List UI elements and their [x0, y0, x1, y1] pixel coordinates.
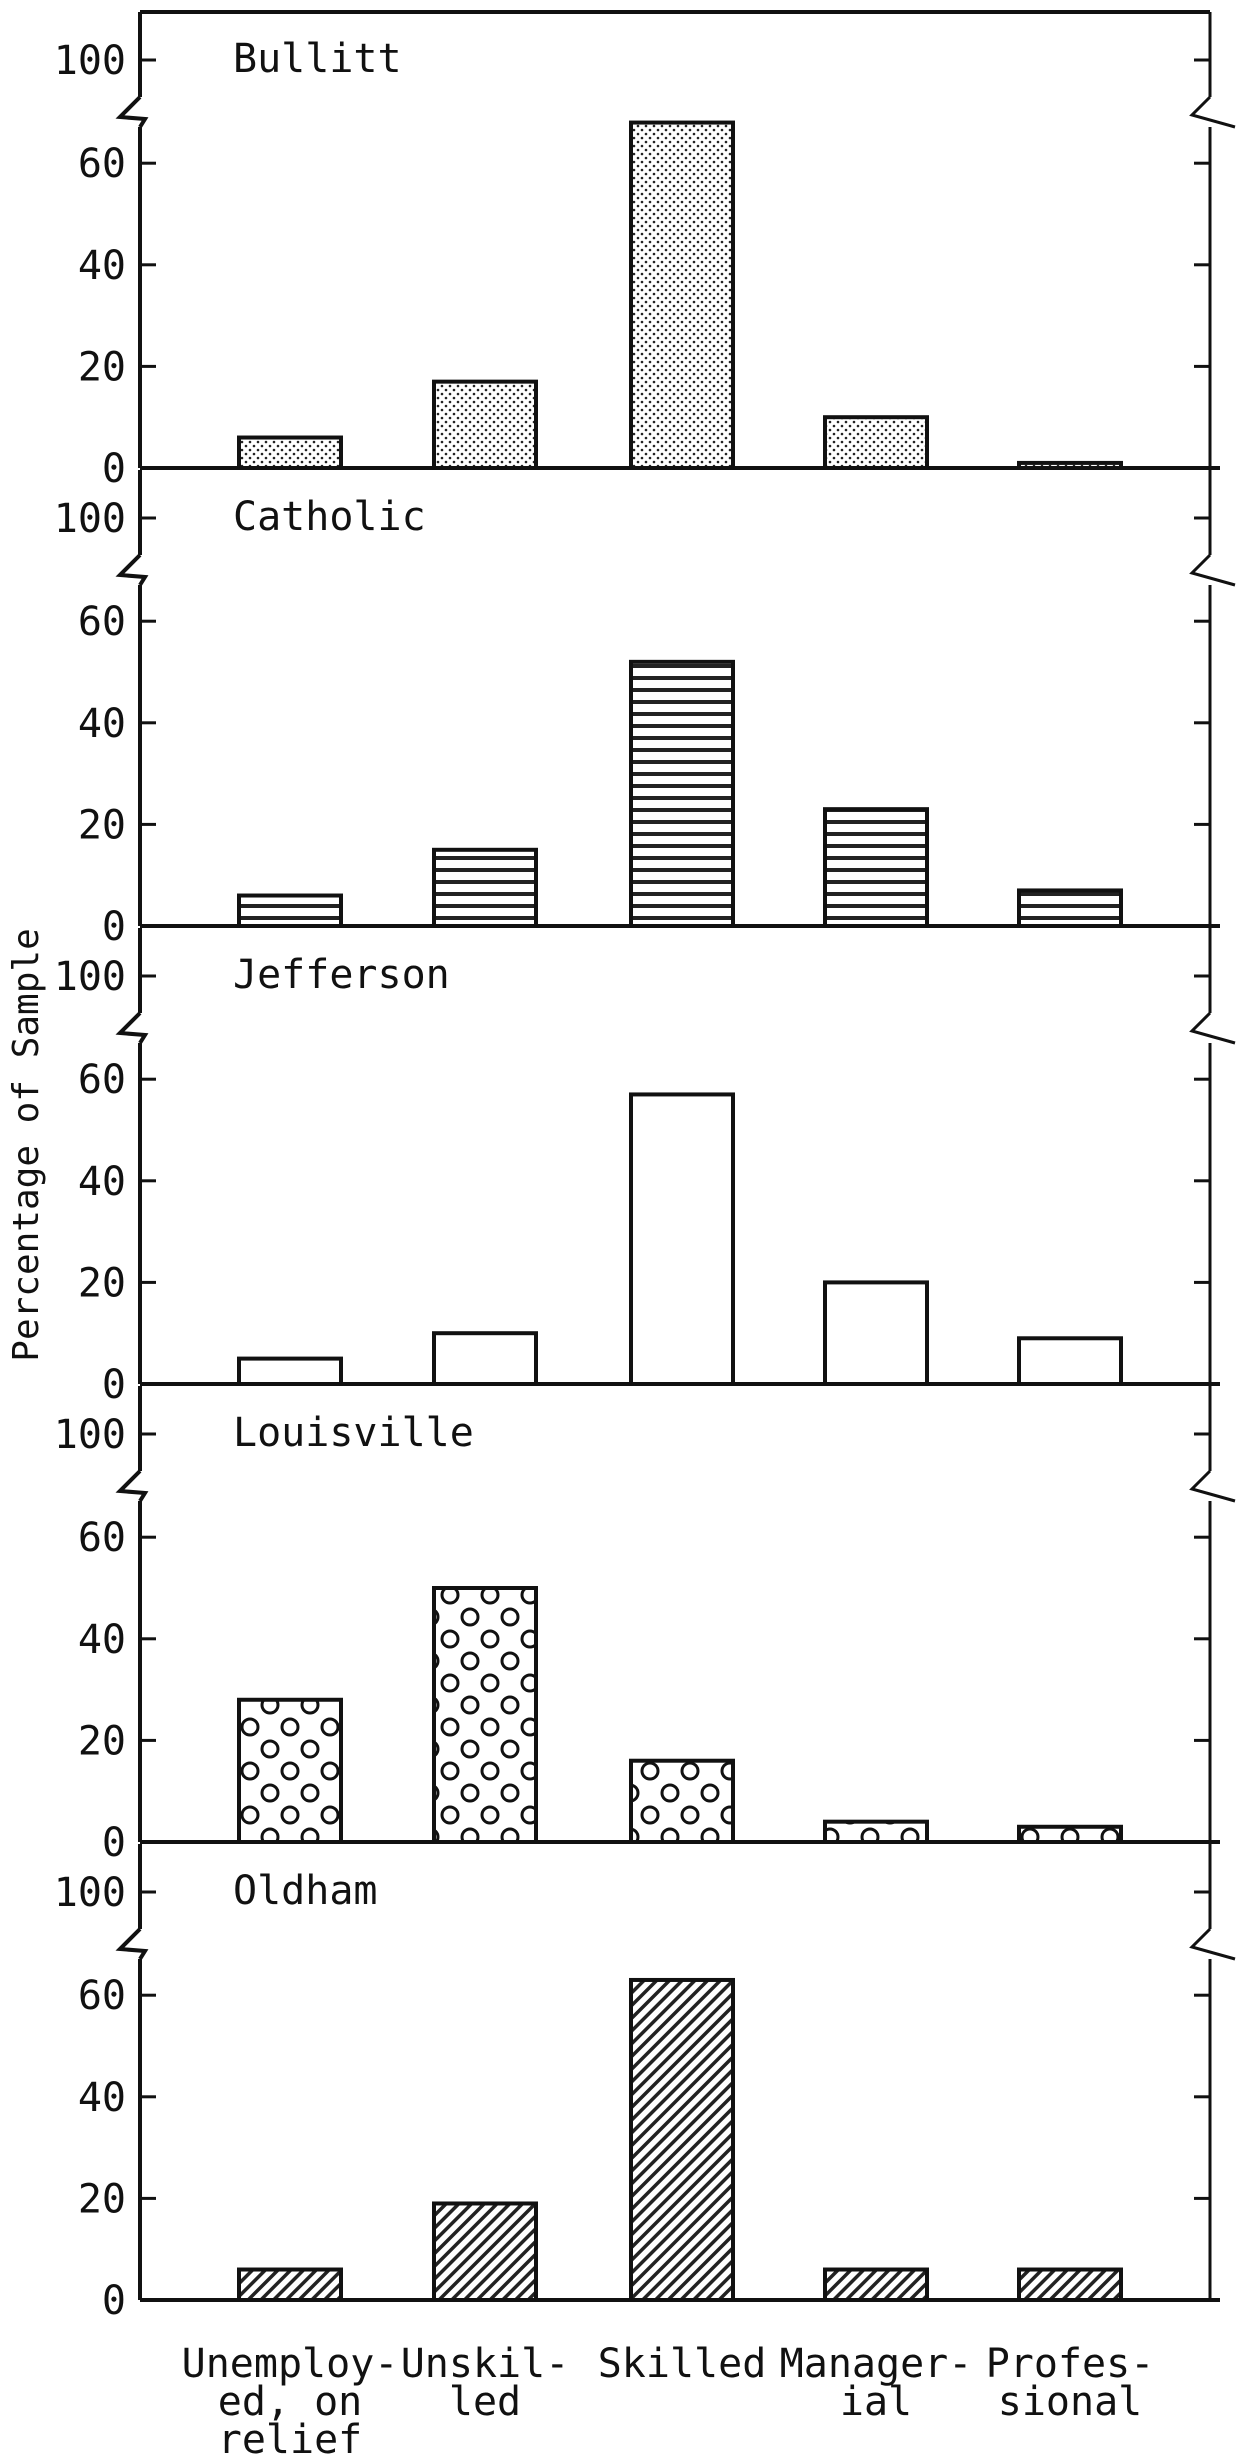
panel-jefferson: 0 20 40 60 100 Jefferson — [54, 928, 1236, 1408]
bar — [237, 893, 343, 929]
y-tick-label: 20 — [78, 344, 126, 390]
bar — [237, 2267, 343, 2303]
category-label: ial — [840, 2379, 912, 2425]
bar — [1017, 2267, 1123, 2303]
y-tick-label: 100 — [54, 954, 126, 1000]
y-tick-label: 60 — [78, 599, 126, 645]
bar — [1017, 1824, 1123, 1845]
y-tick-label: 0 — [102, 904, 126, 950]
bar — [432, 2201, 538, 2302]
y-tick-label: 20 — [78, 1260, 126, 1306]
panel-title: Louisville — [233, 1410, 474, 1456]
y-axis-break — [115, 1927, 149, 1961]
y-axis-break — [115, 1011, 149, 1045]
y-axis-break — [115, 95, 149, 129]
y-tick-label: 0 — [102, 1362, 126, 1408]
y-tick-label: 100 — [54, 496, 126, 542]
bar — [823, 2267, 929, 2303]
bar — [629, 1977, 735, 2302]
y-tick-label: 40 — [78, 1617, 126, 1663]
bar — [823, 1819, 929, 1845]
y-tick-label: 0 — [102, 446, 126, 492]
y-tick-label: 40 — [78, 1159, 126, 1205]
bar — [432, 379, 538, 471]
right-axis-break — [1189, 95, 1236, 129]
y-tick-label: 100 — [54, 1870, 126, 1916]
y-tick-label: 60 — [78, 1057, 126, 1103]
y-tick-label: 20 — [78, 2176, 126, 2222]
y-axis-break — [115, 553, 149, 587]
category-label: led — [449, 2379, 521, 2425]
panel-title: Bullitt — [233, 36, 402, 82]
category-label: Skilled — [598, 2341, 767, 2387]
y-tick-label: 60 — [78, 141, 126, 187]
y-tick-label: 40 — [78, 2075, 126, 2121]
y-tick-label: 60 — [78, 1973, 126, 2019]
bar — [629, 659, 735, 929]
panel-title: Catholic — [233, 494, 426, 540]
bar — [629, 1758, 735, 1844]
y-tick-label: 0 — [102, 1820, 126, 1866]
bar — [237, 435, 343, 470]
panel-oldham: 0 20 40 60 100 Oldham — [54, 1844, 1236, 2324]
bar — [237, 1697, 343, 1845]
category-label: ed, on — [218, 2379, 363, 2425]
y-tick-label: 40 — [78, 701, 126, 747]
bar — [432, 847, 538, 928]
bar — [1017, 1336, 1123, 1387]
bar — [629, 1092, 735, 1386]
bar — [629, 120, 735, 470]
y-tick-label: 40 — [78, 243, 126, 289]
y-tick-label: 0 — [102, 2278, 126, 2324]
category-label: sional — [998, 2379, 1143, 2425]
bar — [823, 415, 929, 471]
y-axis-label: Percentage of Sample — [6, 928, 47, 1361]
panel-bullitt: 0 20 40 60 100 Bullitt — [54, 12, 1236, 492]
bar — [237, 1356, 343, 1386]
category-label: Unskil- — [401, 2341, 570, 2387]
bar — [823, 1280, 929, 1387]
bar — [823, 807, 929, 928]
bar — [1017, 460, 1123, 471]
y-tick-label: 60 — [78, 1515, 126, 1561]
right-axis-break — [1189, 553, 1236, 587]
panel-title: Jefferson — [233, 952, 450, 998]
y-tick-label: 20 — [78, 1718, 126, 1764]
y-tick-label: 100 — [54, 1412, 126, 1458]
category-label: Profes- — [986, 2341, 1155, 2387]
right-axis-break — [1189, 1469, 1236, 1503]
right-axis-break — [1189, 1011, 1236, 1045]
panel-louisville: 0 20 40 60 100 Louisville — [54, 1386, 1236, 1866]
category-label: Manager- — [780, 2341, 973, 2387]
category-label: Unemploy- — [182, 2341, 399, 2387]
category-label: relief — [218, 2417, 363, 2457]
bar — [1017, 888, 1123, 929]
panel-title: Oldham — [233, 1868, 378, 1914]
right-axis-break — [1189, 1927, 1236, 1961]
panel-catholic: 0 20 40 60 100 Catholic — [54, 470, 1236, 950]
bar — [432, 1586, 538, 1844]
bar — [432, 1331, 538, 1386]
y-tick-label: 100 — [54, 38, 126, 84]
y-tick-label: 20 — [78, 802, 126, 848]
y-axis-break — [115, 1469, 149, 1503]
